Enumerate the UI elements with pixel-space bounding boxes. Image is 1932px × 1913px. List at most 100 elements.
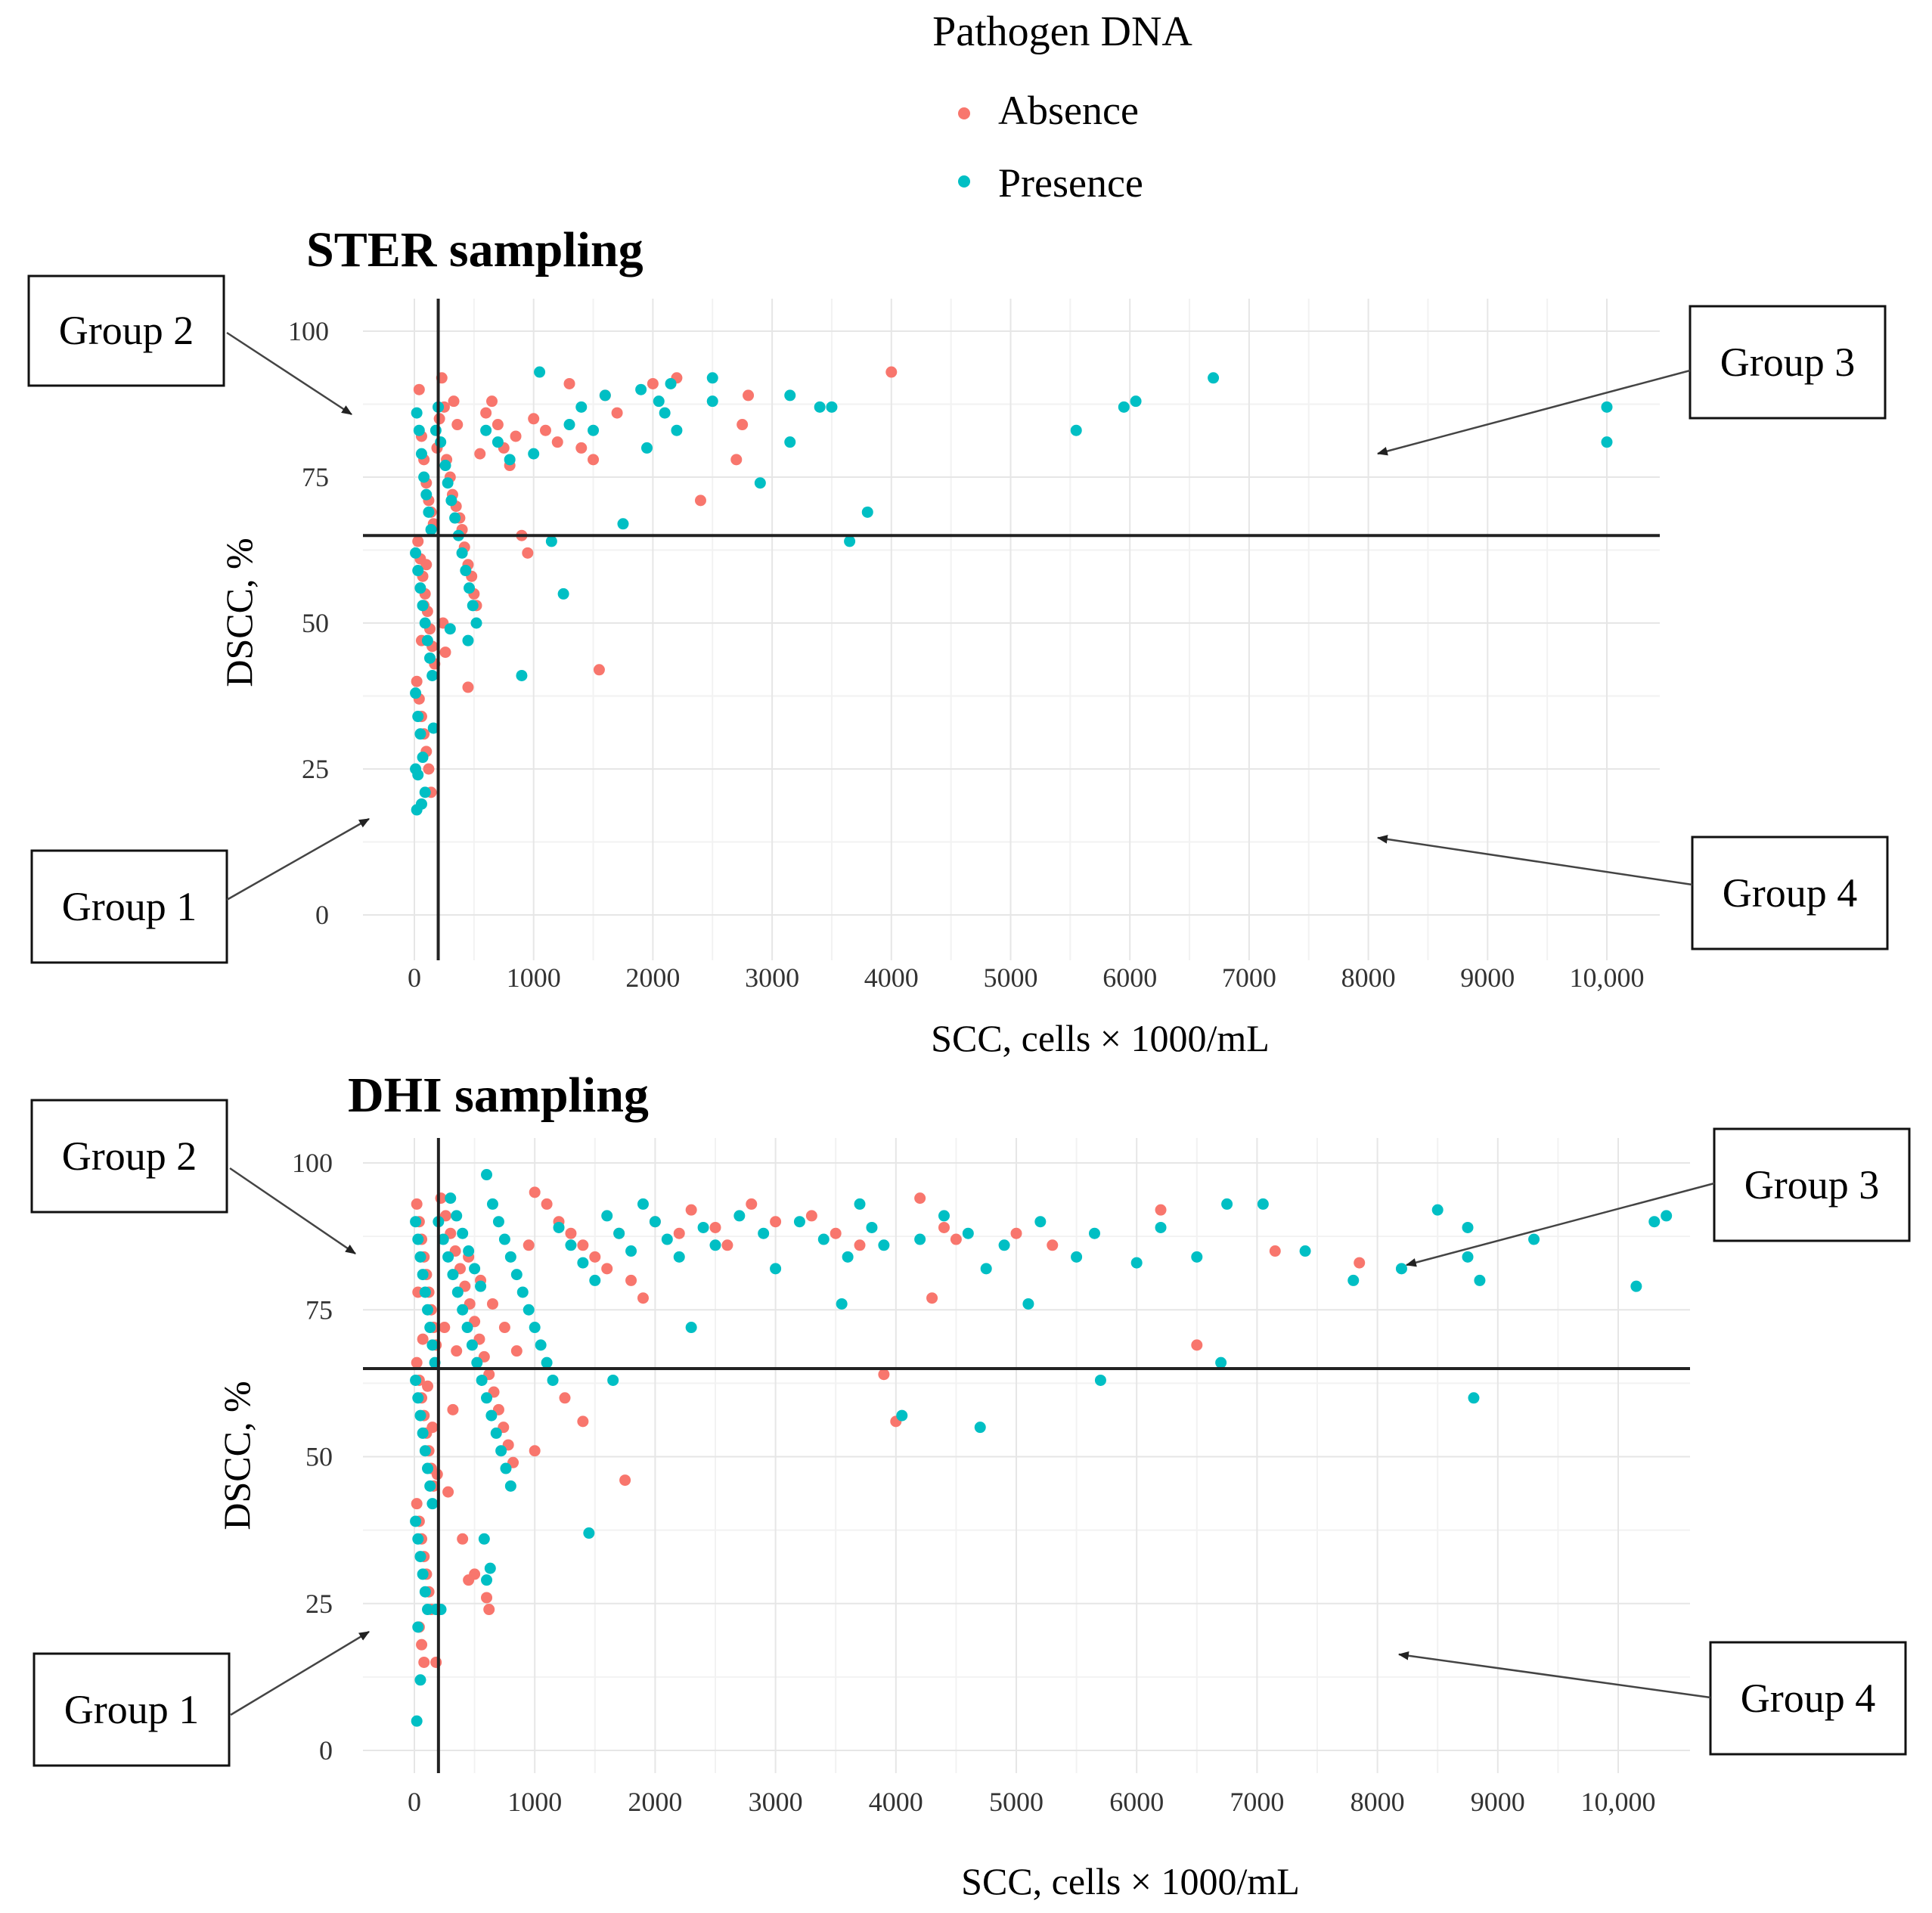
ster-group-1-box — [30, 849, 228, 964]
dhi-point-presence — [583, 1527, 595, 1539]
ster-point-absence — [411, 675, 423, 687]
ster-group-3-label: Group 3 — [1720, 340, 1855, 385]
legend: Pathogen DNA Absence Presence — [932, 8, 1192, 206]
dhi-point-presence — [1474, 1274, 1486, 1286]
dhi-point-presence — [1022, 1298, 1034, 1310]
dhi-point-absence — [770, 1216, 782, 1228]
dhi-point-absence — [950, 1233, 962, 1245]
dhi-point-presence — [463, 1245, 475, 1257]
ster-y-tick-label: 25 — [302, 754, 329, 784]
dhi-point-presence — [817, 1233, 830, 1245]
dhi-point-absence — [483, 1604, 495, 1616]
dhi-point-presence — [481, 1392, 493, 1404]
ster-point-presence — [641, 442, 653, 454]
ster-point-absence — [448, 395, 460, 408]
dhi-point-absence — [457, 1533, 469, 1545]
dhi-group-2-label: Group 2 — [62, 1133, 197, 1179]
ster-point-presence — [1208, 372, 1220, 384]
dhi-point-presence — [1395, 1263, 1407, 1275]
dhi-point-presence — [422, 1604, 434, 1616]
dhi-point-presence — [486, 1198, 498, 1210]
ster-point-presence — [411, 407, 423, 419]
ster-point-absence — [480, 407, 492, 419]
dhi-x-tick-label: 6000 — [1109, 1787, 1164, 1817]
ster-point-presence — [439, 460, 451, 472]
dhi-point-absence — [878, 1369, 890, 1381]
ster-point-presence — [412, 769, 424, 781]
dhi-point-presence — [697, 1221, 709, 1233]
dhi-point-absence — [486, 1298, 498, 1310]
dhi-point-presence — [475, 1280, 487, 1292]
ster-point-presence — [653, 395, 665, 408]
ster-point-presence — [1130, 395, 1142, 408]
dhi-point-presence — [412, 1533, 424, 1545]
ster-y-tick-label: 100 — [288, 316, 329, 346]
dhi-group-1-arrow — [230, 1630, 370, 1716]
ster-point-presence — [480, 424, 492, 436]
dhi-x-tick-label: 10,000 — [1581, 1787, 1656, 1817]
dhi-point-absence — [451, 1345, 463, 1357]
ster-point-presence — [563, 419, 575, 431]
dhi-point-absence — [685, 1204, 697, 1216]
dhi-group-3-box — [1713, 1127, 1911, 1242]
dhi-point-presence — [553, 1221, 565, 1233]
dhi-group-3-callout: Group 3 — [1405, 1127, 1911, 1267]
ster-x-tick-label: 6000 — [1102, 963, 1157, 993]
dhi-point-presence — [490, 1427, 502, 1439]
ster-y-axis-title: DSCC, % — [218, 538, 260, 687]
ster-point-presence — [456, 547, 468, 559]
ster-point-absence — [647, 377, 659, 389]
dhi-point-absence — [541, 1198, 553, 1210]
dhi-point-absence — [523, 1239, 535, 1251]
dhi-point-presence — [484, 1562, 496, 1574]
ster-point-presence — [754, 477, 766, 489]
ster-point-absence — [451, 419, 464, 431]
dhi-point-absence — [577, 1415, 589, 1428]
dhi-point-presence — [709, 1239, 721, 1251]
ster-point-presence — [426, 669, 439, 681]
dhi-point-presence — [422, 1304, 434, 1316]
dhi-point-presence — [962, 1227, 974, 1239]
dhi-point-presence — [516, 1286, 529, 1298]
dhi-point-absence — [1010, 1227, 1022, 1239]
dhi-point-absence — [411, 1498, 423, 1510]
ster-group-1-arrow — [226, 817, 371, 901]
dhi-point-absence — [1155, 1204, 1167, 1216]
dhi-point-presence — [495, 1445, 507, 1457]
ster-point-presence — [410, 547, 422, 559]
dhi-point-presence — [457, 1227, 469, 1239]
ster-point-presence — [545, 535, 557, 547]
ster-point-presence — [423, 506, 435, 518]
dhi-point-presence — [419, 1445, 431, 1457]
ster-points — [410, 366, 1613, 816]
dhi-point-absence — [1269, 1245, 1281, 1257]
dhi-group-3-label: Group 3 — [1744, 1162, 1879, 1208]
ster-x-tick-label: 5000 — [984, 963, 1038, 993]
dhi-point-presence — [1088, 1227, 1100, 1239]
dhi-point-presence — [1528, 1233, 1540, 1245]
dhi-point-presence — [447, 1269, 459, 1281]
ster-point-presence — [420, 488, 433, 501]
dhi-point-absence — [830, 1227, 842, 1239]
dhi-y-tick-label: 75 — [305, 1294, 333, 1325]
ster-x-ticks: 0 1000 2000 3000 4000 5000 6000 7000 8000 9000 10,… — [408, 963, 1645, 993]
dhi-point-absence — [439, 1322, 451, 1334]
dhi-group-1-label: Group 1 — [64, 1687, 199, 1732]
dhi-y-tick-label: 0 — [319, 1735, 333, 1766]
dhi-group-2-box — [30, 1099, 228, 1214]
ster-x-tick-label: 8000 — [1341, 963, 1396, 993]
ster-grid — [363, 299, 1660, 960]
ster-panel: STER sampling 0 25 50 75 100 0 1000 2000 3000 40… — [27, 222, 1889, 1059]
dhi-point-absence — [1047, 1239, 1059, 1251]
dhi-point-presence — [673, 1251, 685, 1263]
dhi-point-presence — [1094, 1374, 1106, 1386]
dhi-point-presence — [504, 1480, 516, 1492]
dhi-point-presence — [498, 1233, 510, 1245]
ster-point-presence — [467, 600, 479, 612]
dhi-point-presence — [414, 1551, 426, 1563]
dhi-point-presence — [442, 1251, 454, 1263]
dhi-point-presence — [426, 1339, 439, 1351]
dhi-panel: DHI sampling 0 25 50 75 100 0 1000 2000 3000 400… — [30, 1068, 1911, 1902]
dhi-point-presence — [1661, 1210, 1673, 1222]
ster-point-presence — [445, 495, 457, 507]
